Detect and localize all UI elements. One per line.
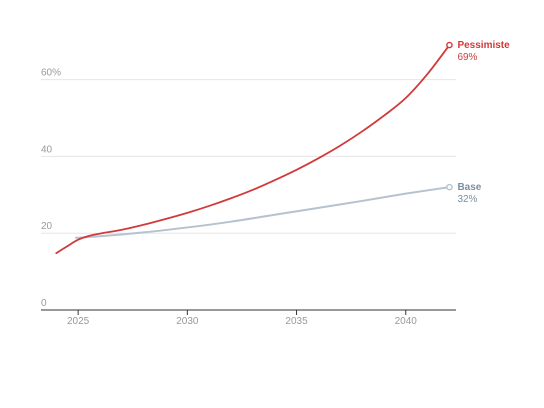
y-tick-label: 0 <box>41 298 47 309</box>
x-tick-label: 2030 <box>176 316 199 327</box>
y-tick-label: 40 <box>41 144 53 155</box>
series-end-marker-base <box>446 183 453 191</box>
series-line-pessimiste <box>55 44 451 255</box>
series-end-marker-pessimiste <box>446 41 453 49</box>
series-label-pessimiste: Pessimiste <box>457 40 510 51</box>
x-tick-label: 2035 <box>285 316 308 327</box>
y-tick-label: 20 <box>41 221 53 232</box>
series-label-base: Base <box>457 182 481 193</box>
series-value-label-base: 32% <box>457 194 477 205</box>
grid: 0 20 40 60% <box>41 68 456 309</box>
series-value-label-pessimiste: 69% <box>457 52 477 63</box>
x-axis: 2025 2030 2035 2040 <box>41 309 456 327</box>
x-tick-label: 2040 <box>395 316 418 327</box>
y-tick-label: 60% <box>41 68 61 79</box>
series-line-base <box>74 186 451 239</box>
series-lines <box>55 41 453 255</box>
x-tick-label: 2025 <box>67 316 90 327</box>
